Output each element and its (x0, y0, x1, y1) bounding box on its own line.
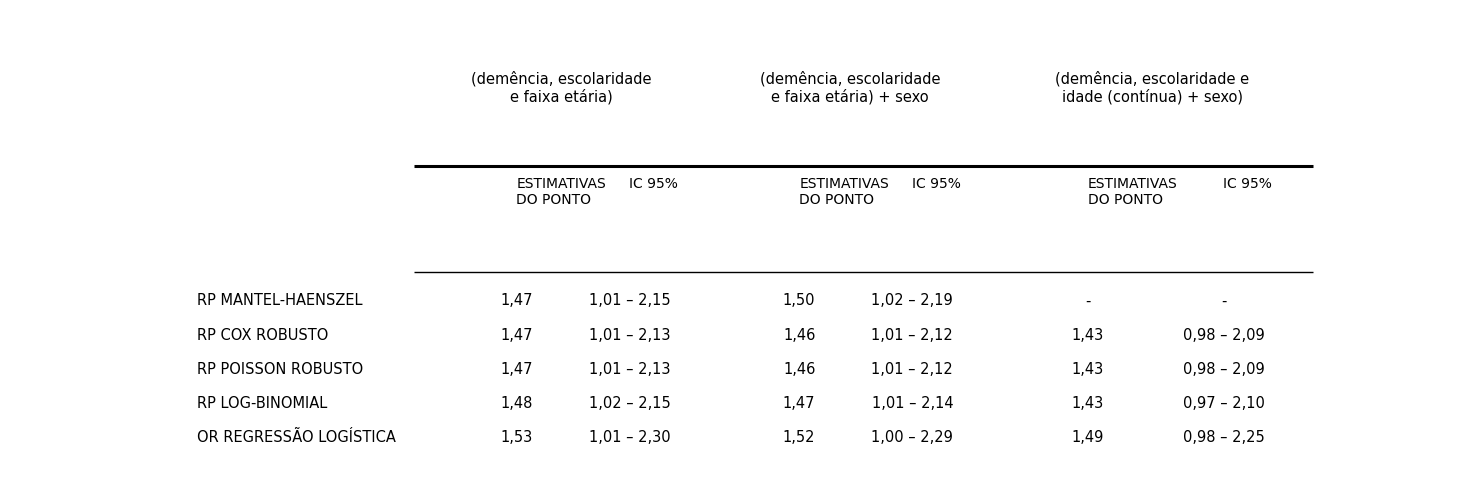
Text: 0,98 – 2,09: 0,98 – 2,09 (1183, 362, 1264, 377)
Text: RP COX ROBUSTO: RP COX ROBUSTO (197, 328, 328, 342)
Text: 1,00 – 2,29: 1,00 – 2,29 (872, 430, 953, 445)
Text: 1,01 – 2,12: 1,01 – 2,12 (872, 328, 953, 342)
Text: (demência, escolaridade
e faixa etária): (demência, escolaridade e faixa etária) (472, 71, 651, 104)
Text: 1,50: 1,50 (783, 293, 816, 308)
Text: 1,47: 1,47 (499, 328, 533, 342)
Text: 1,01 – 2,13: 1,01 – 2,13 (588, 362, 670, 377)
Text: IC 95%: IC 95% (1223, 177, 1272, 191)
Text: -: - (1085, 293, 1091, 308)
Text: RP POISSON ROBUSTO: RP POISSON ROBUSTO (197, 362, 364, 377)
Text: 0,98 – 2,25: 0,98 – 2,25 (1183, 430, 1264, 445)
Text: 1,01 – 2,30: 1,01 – 2,30 (588, 430, 670, 445)
Text: 1,48: 1,48 (501, 396, 533, 411)
Text: 1,49: 1,49 (1072, 430, 1104, 445)
Text: 0,98 – 2,09: 0,98 – 2,09 (1183, 328, 1264, 342)
Text: ESTIMATIVAS
DO PONTO: ESTIMATIVAS DO PONTO (1088, 177, 1177, 207)
Text: ESTIMATIVAS
DO PONTO: ESTIMATIVAS DO PONTO (517, 177, 606, 207)
Text: -: - (1221, 293, 1226, 308)
Text: IC 95%: IC 95% (629, 177, 679, 191)
Text: RP LOG-BINOMIAL: RP LOG-BINOMIAL (197, 396, 327, 411)
Text: 0,97 – 2,10: 0,97 – 2,10 (1183, 396, 1264, 411)
Text: ESTIMATIVAS
DO PONTO: ESTIMATIVAS DO PONTO (799, 177, 889, 207)
Text: 1,43: 1,43 (1072, 362, 1104, 377)
Text: OR REGRESSÃO LOGÍSTICA: OR REGRESSÃO LOGÍSTICA (197, 430, 396, 445)
Text: 1,46: 1,46 (783, 362, 815, 377)
Text: 1,01 – 2,14: 1,01 – 2,14 (872, 396, 953, 411)
Text: 1,47: 1,47 (499, 362, 533, 377)
Text: 1,53: 1,53 (501, 430, 533, 445)
Text: IC 95%: IC 95% (912, 177, 961, 191)
Text: (demência, escolaridade
e faixa etária) + sexo: (demência, escolaridade e faixa etária) … (759, 71, 940, 104)
Text: 1,02 – 2,15: 1,02 – 2,15 (588, 396, 670, 411)
Text: 1,43: 1,43 (1072, 328, 1104, 342)
Text: RP MANTEL-HAENSZEL: RP MANTEL-HAENSZEL (197, 293, 362, 308)
Text: 1,01 – 2,15: 1,01 – 2,15 (588, 293, 670, 308)
Text: 1,02 – 2,19: 1,02 – 2,19 (872, 293, 953, 308)
Text: 1,01 – 2,13: 1,01 – 2,13 (588, 328, 670, 342)
Text: 1,47: 1,47 (783, 396, 816, 411)
Text: (demência, escolaridade e
idade (contínua) + sexo): (demência, escolaridade e idade (contínu… (1056, 71, 1250, 104)
Text: 1,01 – 2,12: 1,01 – 2,12 (872, 362, 953, 377)
Text: 1,43: 1,43 (1072, 396, 1104, 411)
Text: 1,47: 1,47 (499, 293, 533, 308)
Text: 1,52: 1,52 (783, 430, 816, 445)
Text: 1,46: 1,46 (783, 328, 815, 342)
